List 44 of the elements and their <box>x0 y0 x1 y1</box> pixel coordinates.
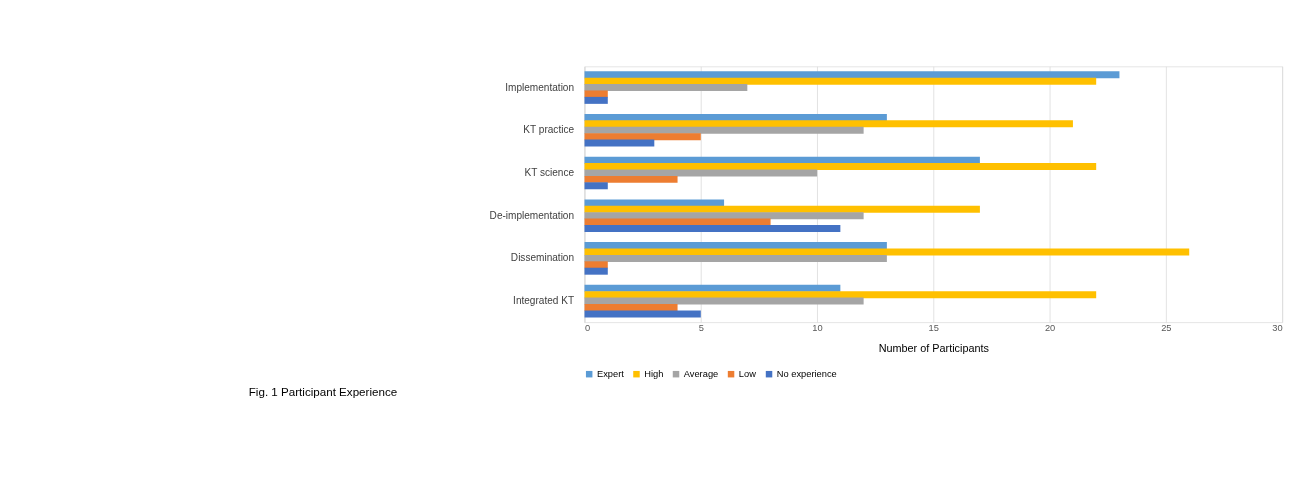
bar <box>584 90 608 98</box>
x-tick-label: 20 <box>1044 323 1056 334</box>
bar <box>584 139 655 147</box>
bar <box>584 267 608 275</box>
x-axis-title: Number of Participants <box>878 342 990 355</box>
bar <box>584 310 701 318</box>
bar <box>584 261 608 269</box>
y-tick-label: KT science <box>524 167 575 179</box>
bar <box>584 77 1097 85</box>
bar <box>584 199 725 207</box>
bar <box>584 254 887 262</box>
bar <box>584 248 1190 256</box>
bar <box>584 126 864 134</box>
y-tick-label: Implementation <box>505 81 575 93</box>
bar <box>584 120 1073 128</box>
x-tick-label: 10 <box>812 323 823 334</box>
y-tick-label: De-implementation <box>489 209 575 221</box>
bar <box>584 291 1097 299</box>
bar <box>584 169 818 177</box>
bar <box>584 96 608 104</box>
text: Fig. 1 Participant Experience <box>248 384 398 398</box>
legend-label: Low <box>738 369 757 380</box>
bar <box>584 225 841 232</box>
bar <box>584 163 1097 171</box>
legend-label: No experience <box>776 369 837 380</box>
bar <box>584 133 701 141</box>
bar <box>584 84 748 92</box>
x-tick-label: 0 <box>584 323 591 334</box>
x-tick-label: 5 <box>698 323 704 334</box>
bar <box>584 297 864 305</box>
x-tick-label: 30 <box>1272 323 1283 334</box>
legend-label: Average <box>683 369 719 380</box>
legend-label: Expert <box>596 369 625 380</box>
bar <box>584 71 1120 79</box>
bar <box>584 182 608 190</box>
y-tick-label: KT practice <box>523 124 575 136</box>
y-tick-label: Integrated KT <box>513 295 575 307</box>
bar <box>584 212 864 220</box>
x-tick-label: 25 <box>1161 323 1172 334</box>
y-tick-label: Dissemination <box>510 252 575 264</box>
bar <box>584 205 980 213</box>
bar <box>584 175 678 183</box>
x-tick-label: 15 <box>928 323 939 334</box>
legend-label: High <box>644 369 664 380</box>
